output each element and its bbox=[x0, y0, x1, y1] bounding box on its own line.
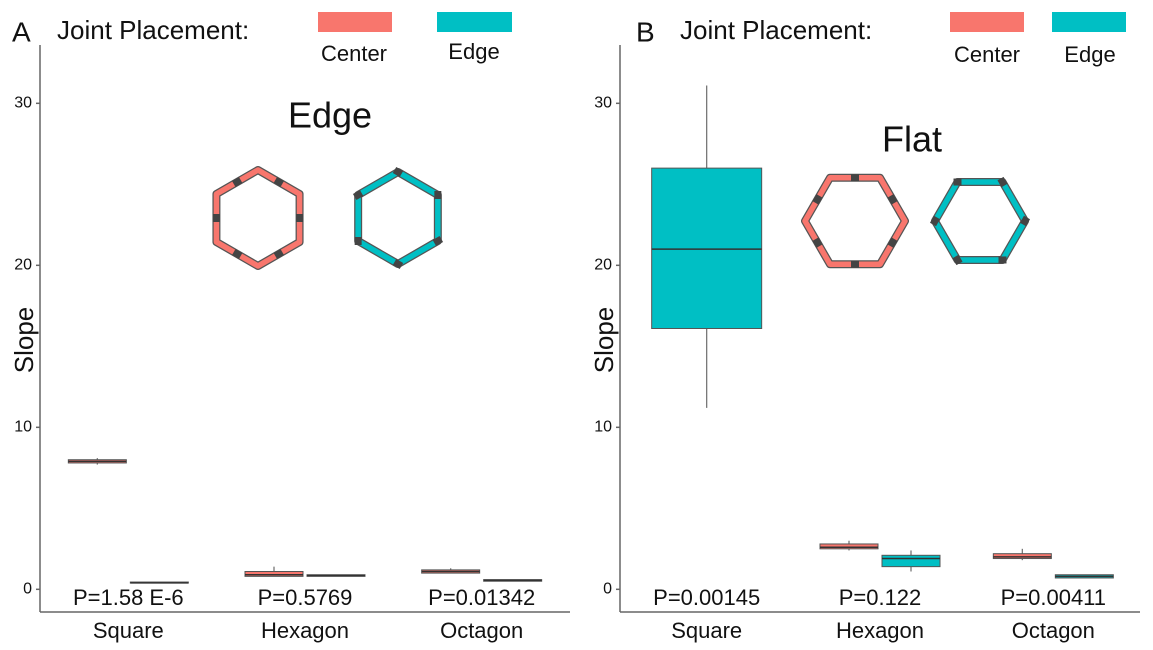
p-value: P=0.00145 bbox=[653, 585, 760, 610]
panel-label: B bbox=[636, 16, 655, 47]
subtitle: Edge bbox=[288, 95, 372, 136]
box bbox=[245, 572, 303, 577]
legend-swatch bbox=[950, 12, 1024, 32]
joint bbox=[956, 257, 960, 264]
hexagon-icon bbox=[216, 170, 299, 266]
hexagon-icon bbox=[935, 182, 1025, 260]
legend-title: Joint Placement: bbox=[57, 15, 249, 45]
p-value: P=0.5769 bbox=[258, 585, 353, 610]
y-axis-label: Slope bbox=[9, 307, 39, 374]
panel-label: A bbox=[12, 16, 31, 47]
box bbox=[652, 168, 762, 328]
p-value: P=0.00411 bbox=[1001, 585, 1106, 610]
x-tick-label: Square bbox=[93, 618, 164, 643]
hexagon-icon bbox=[805, 178, 905, 265]
joint bbox=[891, 196, 895, 203]
joint bbox=[234, 252, 241, 256]
subtitle: Flat bbox=[882, 119, 942, 160]
joint bbox=[933, 218, 937, 225]
y-tick-label: 10 bbox=[14, 419, 32, 436]
joint bbox=[1023, 218, 1027, 225]
legend-label: Edge bbox=[1064, 42, 1115, 67]
legend-swatch bbox=[318, 12, 392, 32]
x-tick-label: Octagon bbox=[1012, 618, 1095, 643]
hexagon-icon bbox=[358, 172, 438, 264]
legend-title: Joint Placement: bbox=[680, 15, 872, 45]
joint bbox=[395, 170, 402, 174]
x-tick-label: Octagon bbox=[440, 618, 523, 643]
joint bbox=[816, 196, 820, 203]
y-tick-label: 20 bbox=[594, 257, 612, 274]
legend-label: Center bbox=[954, 42, 1020, 67]
joint bbox=[275, 180, 282, 184]
x-tick-label: Hexagon bbox=[261, 618, 349, 643]
box bbox=[993, 554, 1051, 559]
joint bbox=[395, 262, 402, 266]
joint bbox=[816, 239, 820, 246]
y-tick-label: 30 bbox=[14, 95, 32, 112]
legend-swatch bbox=[1052, 12, 1126, 32]
box bbox=[820, 544, 878, 549]
legend-label: Center bbox=[321, 41, 387, 66]
box bbox=[882, 555, 940, 566]
joint bbox=[1001, 179, 1005, 186]
joint bbox=[275, 252, 282, 256]
x-tick-label: Hexagon bbox=[836, 618, 924, 643]
legend-swatch bbox=[437, 12, 512, 32]
y-tick-label: 20 bbox=[14, 257, 32, 274]
y-axis-label: Slope bbox=[589, 307, 619, 374]
p-value: P=1.58 E-6 bbox=[73, 585, 184, 610]
joint bbox=[891, 239, 895, 246]
y-tick-label: 0 bbox=[603, 581, 612, 598]
joint bbox=[234, 180, 241, 184]
chart: A Joint Placement: Center Edge Edge Slope 0 10 2… bbox=[0, 0, 1153, 650]
y-tick-label: 0 bbox=[23, 581, 32, 598]
p-value: P=0.122 bbox=[839, 585, 922, 610]
p-value: P=0.01342 bbox=[428, 585, 535, 610]
y-tick-label: 10 bbox=[594, 419, 612, 436]
y-tick-label: 30 bbox=[594, 95, 612, 112]
page: {"chart_data": [ {"type": "box", "panel_… bbox=[0, 0, 1153, 650]
legend-label: Edge bbox=[448, 39, 499, 64]
x-tick-label: Square bbox=[671, 618, 742, 643]
joint bbox=[434, 239, 441, 243]
joint bbox=[355, 193, 362, 197]
